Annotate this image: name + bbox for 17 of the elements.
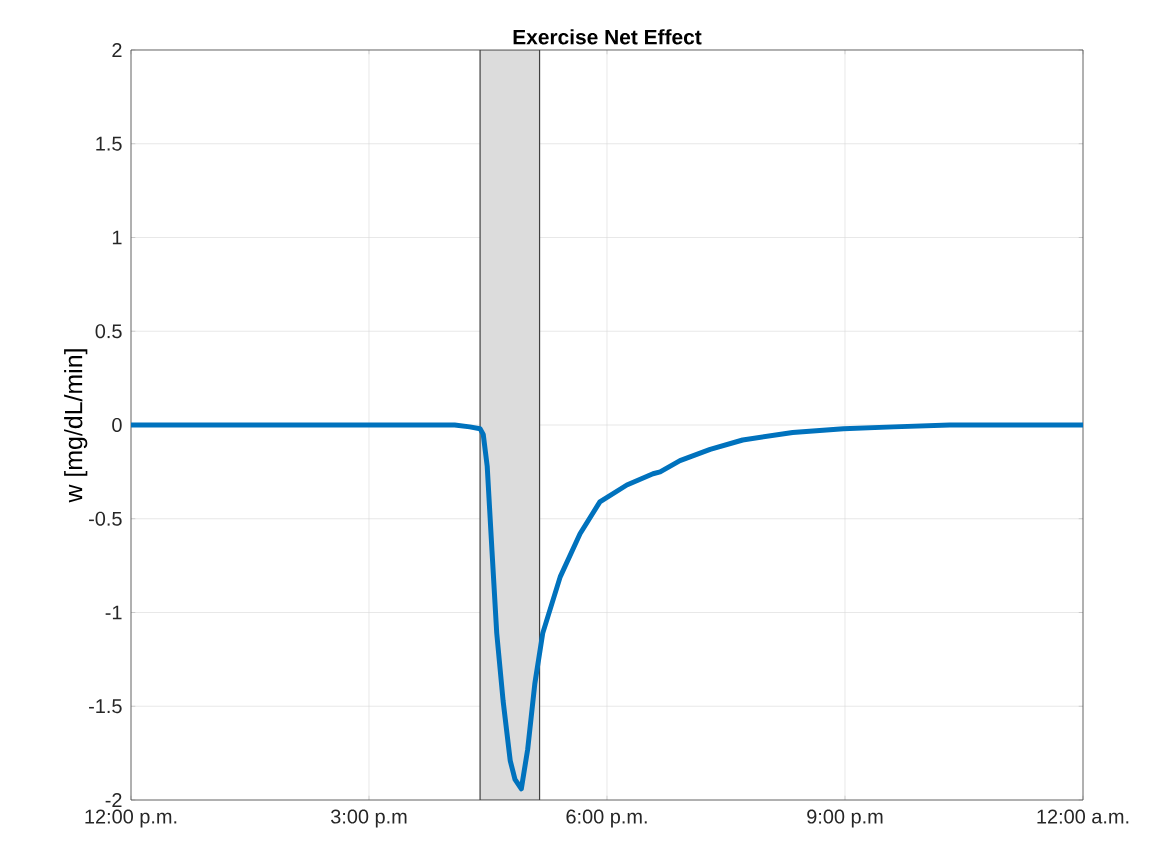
y-axis-title: w [mg/dL/min]: [64, 349, 88, 503]
y-tick-label: 2: [112, 43, 122, 57]
y-tick-label: -0.5: [89, 511, 122, 526]
x-tick-label: 9:00 p.m: [807, 809, 883, 828]
line-series: [131, 422, 1084, 792]
y-tick-label: 0: [112, 417, 122, 433]
x-tick-label: 6:00 p.m.: [566, 809, 647, 828]
y-tick-label: 1.5: [96, 136, 122, 151]
y-tick-label: -1.5: [89, 699, 122, 714]
y-tick-label: 0.5: [95, 324, 122, 339]
y-tick-label: -1: [105, 605, 122, 620]
chart-title: Exercise Net Effect: [513, 29, 702, 45]
x-tick-label: 3:00 p.m: [331, 809, 407, 828]
y-tick-label: -2: [105, 793, 122, 807]
x-tick-label: 12:00 a.m.: [1037, 809, 1129, 824]
y-tick-label: 1: [112, 230, 122, 245]
x-tick-label: 12:00 p.m.: [85, 809, 177, 828]
